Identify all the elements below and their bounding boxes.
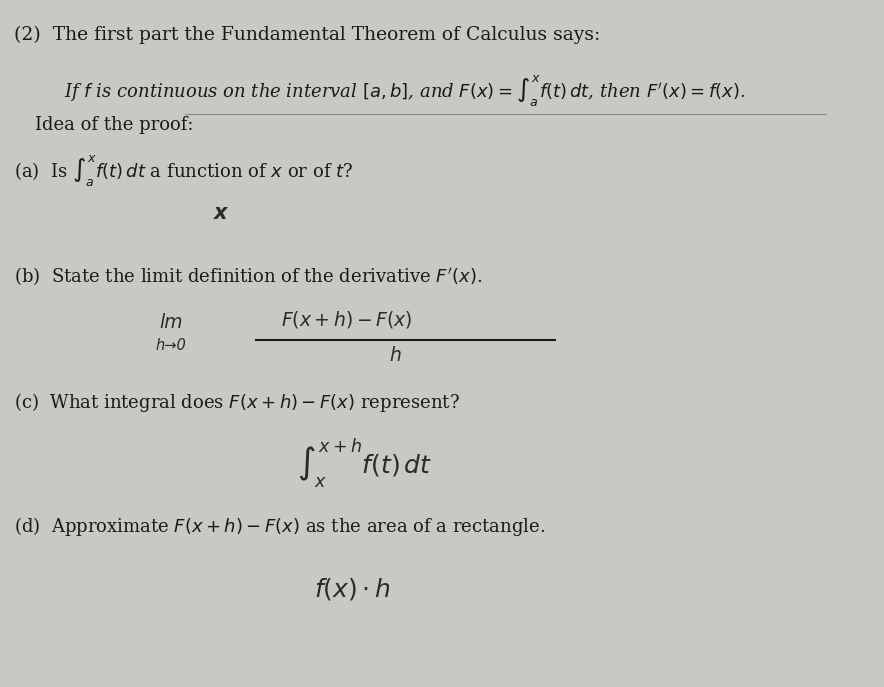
Text: (c)  What integral does $F(x + h) - F(x)$ represent?: (c) What integral does $F(x + h) - F(x)$…	[14, 392, 460, 414]
Text: (a)  Is $\int_a^x f(t)\, dt$ a function of $x$ or of $t$?: (a) Is $\int_a^x f(t)\, dt$ a function o…	[14, 153, 353, 188]
Text: Idea of the proof:: Idea of the proof:	[34, 116, 194, 135]
Text: $f(x) \cdot h$: $f(x) \cdot h$	[314, 576, 391, 602]
Text: If $f$ is continuous on the interval $[a, b]$, and $F(x) = \int_a^x f(t)\,dt$, t: If $f$ is continuous on the interval $[a…	[64, 74, 745, 109]
Text: (2)  The first part the Fundamental Theorem of Calculus says:: (2) The first part the Fundamental Theor…	[14, 25, 600, 43]
Text: $\int_x^{x+h} f(t)\,dt$: $\int_x^{x+h} f(t)\,dt$	[297, 436, 432, 490]
Text: h→0: h→0	[156, 338, 187, 353]
Text: x: x	[214, 203, 227, 223]
Text: $F(x+h) - F(x)$: $F(x+h) - F(x)$	[280, 309, 412, 330]
Text: lm: lm	[160, 313, 183, 332]
Text: $h$: $h$	[389, 346, 401, 365]
Text: (d)  Approximate $F(x + h) - F(x)$ as the area of a rectangle.: (d) Approximate $F(x + h) - F(x)$ as the…	[14, 515, 545, 537]
Text: (b)  State the limit definition of the derivative $F'(x)$.: (b) State the limit definition of the de…	[14, 265, 482, 287]
